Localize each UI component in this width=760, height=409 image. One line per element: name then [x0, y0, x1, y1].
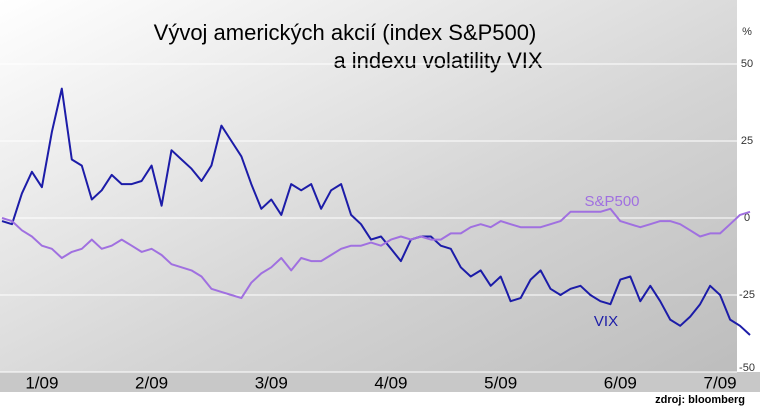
series-label: VIX [594, 313, 618, 330]
x-tick-label: 2/09 [135, 373, 168, 392]
y-tick-label: 25 [741, 135, 753, 147]
plot-area [0, 0, 737, 372]
y-tick-label: 0 [744, 212, 750, 224]
y-unit: % [742, 26, 752, 38]
source: zdroj: bloomberg [655, 394, 745, 406]
y-tick-label: -50 [739, 362, 755, 374]
series-line [1, 87, 751, 336]
series-line [1, 207, 751, 300]
y-tick-label: -25 [739, 289, 755, 301]
x-tick-label: 3/09 [255, 373, 288, 392]
x-tick-label: 7/09 [704, 373, 737, 392]
x-tick-label: 1/09 [25, 373, 58, 392]
series-label: S&P500 [584, 193, 639, 210]
x-tick-label: 6/09 [604, 373, 637, 392]
x-tick-label: 4/09 [374, 373, 407, 392]
x-axis-band [0, 372, 760, 392]
chart-title: a indexu volatility VIX [333, 48, 542, 73]
y-tick-label: 50 [741, 58, 753, 70]
x-tick-label: 5/09 [484, 373, 517, 392]
chart-title: Vývoj amerických akcií (index S&P500) [154, 20, 537, 45]
